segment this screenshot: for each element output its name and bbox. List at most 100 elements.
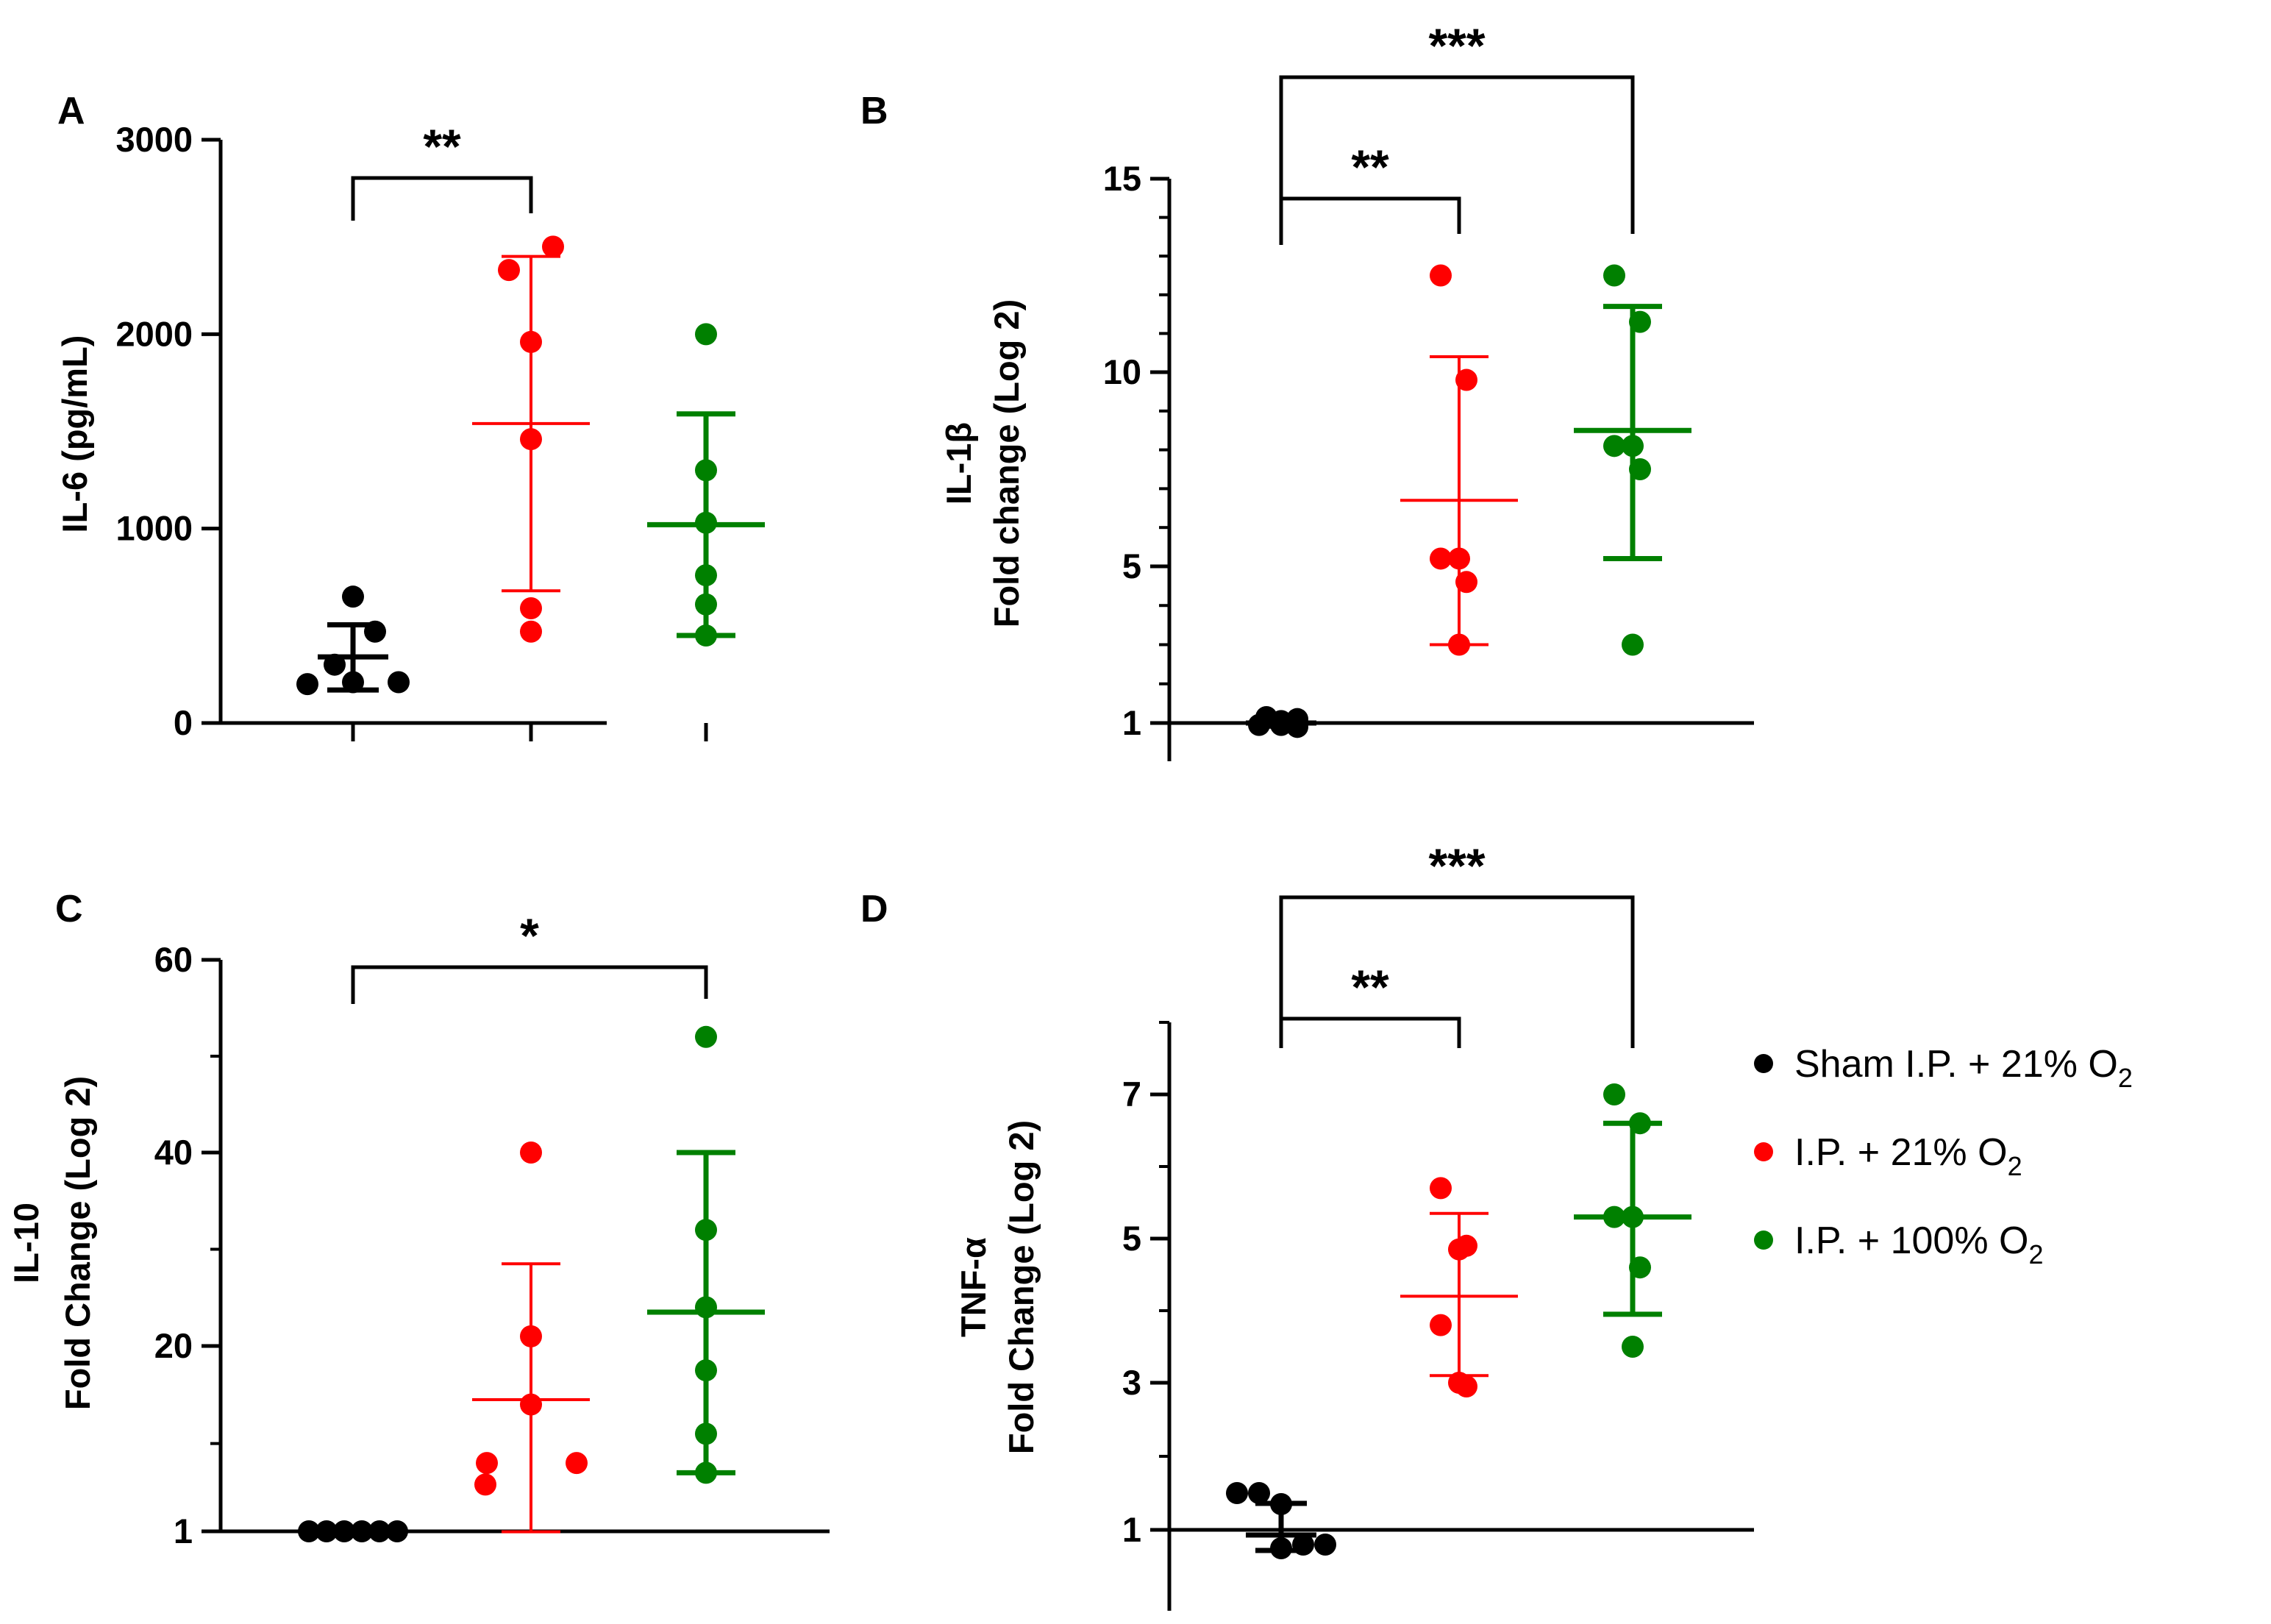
data-point-ip21 [542, 235, 564, 258]
y-tick-label: 40 [154, 1133, 193, 1172]
data-point-ip100 [1629, 1112, 1651, 1135]
y-tick-label: 60 [154, 940, 193, 979]
data-point-ip100 [695, 1219, 717, 1242]
data-point-sham [1292, 1534, 1314, 1556]
y-tick-label: 1 [1122, 703, 1141, 742]
panel-a: A 0 1000 2000 3000 IL-6 (pg/mL) ** [55, 90, 765, 742]
y-tick-label: 0 [174, 703, 193, 742]
data-point-ip100 [1603, 1083, 1625, 1105]
data-point-ip21 [1455, 368, 1477, 391]
data-point-ip21 [520, 1142, 542, 1164]
data-point-ip21 [520, 330, 542, 353]
data-point-ip100 [1629, 310, 1651, 333]
legend-marker-ip100 [1754, 1231, 1773, 1250]
data-point-ip100 [695, 1461, 717, 1484]
y-tick-label: 20 [154, 1326, 193, 1365]
significance-label: ** [1351, 960, 1389, 1014]
data-point-sham [342, 585, 364, 608]
data-point-sham [1270, 1493, 1292, 1515]
data-point-ip100 [1622, 435, 1644, 457]
y-tick-label: 5 [1122, 546, 1141, 585]
data-point-sham [351, 1520, 373, 1542]
legend: Sham I.P. + 21% O2I.P. + 21% O2I.P. + 10… [1754, 1043, 2133, 1269]
y-tick-label: 5 [1122, 1219, 1141, 1258]
significance-label: ** [423, 119, 461, 174]
data-point-ip100 [695, 564, 717, 587]
data-point-ip21 [476, 1452, 498, 1475]
data-point-ip21 [1448, 547, 1470, 570]
legend-marker-sham [1754, 1054, 1773, 1073]
data-point-sham [333, 1520, 355, 1542]
y-axis-label: IL-10 [7, 1203, 46, 1283]
y-tick-label: 15 [1103, 159, 1141, 198]
data-point-sham [296, 673, 318, 696]
data-point-ip21 [1448, 633, 1470, 656]
y-axis-label: IL-6 (pg/mL) [55, 335, 94, 533]
significance-label: * [520, 908, 539, 963]
data-point-sham [1226, 1482, 1248, 1504]
legend-label-subscript: 2 [2008, 1151, 2022, 1181]
y-tick-label: 1 [174, 1511, 193, 1550]
y-tick-label: 7 [1122, 1075, 1141, 1114]
significance-bracket [351, 176, 533, 221]
data-point-ip21 [474, 1473, 496, 1496]
data-point-ip100 [1603, 435, 1625, 457]
data-point-sham [368, 1520, 391, 1542]
data-point-sham [1270, 1537, 1292, 1559]
legend-label-text: I.P. + 21% O [1794, 1131, 2008, 1174]
data-point-ip100 [695, 1025, 717, 1048]
legend-label-ip100: I.P. + 100% O2 [1794, 1219, 2044, 1269]
significance-bracket [351, 965, 708, 1004]
y-tick-label: 3 [1122, 1363, 1141, 1402]
data-point-sham [342, 671, 364, 694]
data-point-ip100 [695, 624, 717, 647]
data-point-ip21 [1430, 1177, 1452, 1200]
significance-bracket [1279, 75, 1635, 245]
data-point-sham [1248, 1482, 1270, 1504]
data-point-ip21 [1448, 1238, 1470, 1261]
y-tick-label: 2000 [115, 314, 193, 353]
data-point-ip100 [1629, 458, 1651, 480]
data-point-ip21 [520, 1325, 542, 1347]
y-tick-label: 1000 [115, 509, 193, 548]
y-tick-label: 10 [1103, 352, 1141, 391]
data-point-ip100 [695, 1296, 717, 1319]
data-point-ip100 [1629, 1256, 1651, 1279]
data-point-sham [298, 1520, 320, 1542]
data-point-sham [1270, 710, 1292, 733]
panel-c: C 1 20 40 60 IL-10 Fold Change (Log 2) * [7, 888, 830, 1550]
significance-bracket [1279, 895, 1635, 1048]
data-point-sham [1314, 1534, 1336, 1556]
legend-label-subscript: 2 [2028, 1239, 2043, 1269]
data-point-ip21 [520, 620, 542, 643]
y-tick-label: 1 [1122, 1510, 1141, 1549]
legend-label-text: Sham I.P. + 21% O [1794, 1043, 2118, 1086]
data-point-ip21 [1430, 547, 1452, 570]
significance-label: ** [1351, 140, 1389, 194]
data-point-ip21 [520, 597, 542, 620]
data-point-ip100 [1622, 633, 1644, 656]
data-point-sham [364, 620, 386, 643]
data-point-ip100 [695, 511, 717, 534]
data-point-ip100 [695, 323, 717, 346]
y-tick-label: 3000 [115, 120, 193, 159]
significance-label: *** [1428, 18, 1485, 73]
y-axis-label: Fold change (Log 2) [987, 299, 1026, 627]
legend-marker-ip21 [1754, 1142, 1773, 1161]
data-point-sham [315, 1520, 338, 1542]
y-axis-label: TNF-α [954, 1237, 993, 1337]
panel-label: D [860, 888, 888, 930]
data-point-ip21 [1448, 1372, 1470, 1394]
significance-bracket [1279, 1016, 1461, 1048]
data-point-sham [386, 1520, 408, 1542]
data-point-ip100 [1603, 1205, 1625, 1228]
data-point-ip100 [695, 1422, 717, 1445]
legend-label-sham: Sham I.P. + 21% O2 [1794, 1043, 2133, 1093]
data-point-ip21 [1455, 571, 1477, 594]
y-axis-label: Fold Change (Log 2) [1002, 1120, 1041, 1454]
data-point-ip21 [1430, 264, 1452, 287]
data-point-ip21 [566, 1452, 588, 1475]
data-point-ip21 [1430, 1314, 1452, 1336]
